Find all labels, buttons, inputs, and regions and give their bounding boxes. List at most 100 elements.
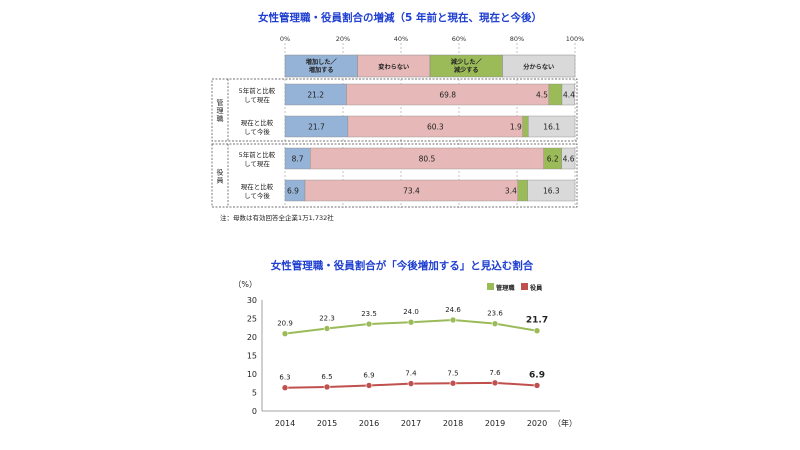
row-label: 5年前と比較して現在 (239, 150, 276, 168)
y-tick-label: 20 (247, 333, 257, 342)
data-label: 6.9 (529, 370, 545, 380)
data-point (533, 327, 541, 335)
data-label: 7.5 (447, 369, 458, 377)
bar-value-label: 6.9 (287, 187, 299, 196)
x-tick-label: 20% (336, 35, 350, 43)
x-axis-unit: （年） (553, 418, 577, 428)
data-point (449, 316, 457, 324)
bar-segment (561, 83, 575, 106)
bar-segment (548, 83, 563, 106)
data-point (491, 379, 499, 387)
bar-value-label: 69.8 (439, 91, 456, 100)
y-tick-label: 15 (247, 352, 257, 361)
data-point (281, 330, 289, 337)
x-tick-label: 2015 (317, 419, 337, 428)
y-tick-label: 5 (252, 389, 257, 398)
x-tick-label: 100% (566, 35, 585, 43)
x-tick-label: 2019 (485, 419, 505, 428)
chart2-axes: （%） 0 5 10 15 20 25 30 2014 2015 2016 2017 2018 2019 2… (233, 280, 577, 428)
x-tick-label: 80% (510, 35, 524, 43)
data-label: 7.4 (405, 370, 417, 378)
chart2-series: 20.9 22.3 23.5 24.0 24.6 23.6 21.7 6.3 6.5 6.9 7.4… (277, 306, 548, 391)
bar-value-label: 8.7 (292, 155, 304, 164)
data-label: 23.5 (361, 310, 377, 318)
bar-segment (527, 179, 576, 202)
data-point (365, 320, 373, 328)
x-tick-label: 2018 (443, 419, 463, 428)
group-name-char: 管 (217, 98, 224, 107)
bar-value-label: 16.3 (543, 187, 560, 196)
x-tick-label: 2020 (527, 419, 547, 428)
legend-swatch (521, 283, 528, 290)
data-point (281, 384, 289, 391)
legend-label: 減少した／減少する (451, 58, 483, 74)
y-tick-label: 30 (247, 296, 257, 305)
bar-segment (528, 115, 576, 138)
data-point (323, 325, 331, 332)
data-point (449, 379, 457, 387)
data-point (407, 380, 415, 387)
group-frame (211, 143, 578, 208)
chart1-title: 女性管理職・役員割合の増減（5 年前と現在、現在と今後） (258, 11, 542, 24)
data-point (365, 382, 373, 389)
chart2-legend: 管理職 役員 (487, 283, 543, 292)
group-name-char: 役 (217, 168, 224, 177)
legend-swatch (502, 54, 576, 78)
y-axis-unit: （%） (233, 280, 257, 289)
group-name-char: 員 (217, 177, 224, 185)
bar-value-label: 6.2 (547, 155, 559, 164)
chart1-legend: 増加した／増加する 変わらない 減少した／減少する 分からない (284, 54, 576, 78)
bar-value-label: 1.9 (510, 123, 522, 132)
row-label: 現在と比較して今後 (241, 182, 274, 200)
data-label: 21.7 (526, 316, 548, 326)
legend-label: 変わらない (378, 63, 409, 71)
chart2-title: 女性管理職・役員割合が「今後増加する」と見込む割合 (271, 259, 534, 272)
y-tick-label: 25 (247, 315, 257, 324)
group-name-char: 理 (217, 107, 224, 115)
x-tick-label: 2016 (359, 419, 379, 428)
data-point (407, 318, 415, 326)
bar-value-label: 4.4 (563, 91, 575, 100)
data-point (323, 383, 331, 391)
legend-label: 分からない (523, 63, 554, 71)
legend-label: 増加した／増加する (306, 58, 338, 74)
bar-value-label: 21.2 (307, 91, 324, 100)
data-label: 7.6 (489, 369, 501, 377)
bar-value-label: 21.7 (308, 123, 325, 132)
data-label: 24.6 (445, 306, 461, 314)
data-label: 6.3 (279, 374, 290, 382)
bar-segment (561, 147, 576, 170)
x-tick-label: 2014 (275, 419, 295, 428)
chart1-x-ticks: 0% 20% 40% 60% 80% 100% (280, 35, 584, 43)
bar-segment (522, 115, 529, 138)
data-label: 6.9 (363, 371, 374, 379)
bar-value-label: 4.5 (536, 91, 548, 100)
chart1-bars: 5年前と比較して現在 21.2 69.8 4.5 4.4 現在と比較して今後 21.7 60.… (239, 83, 576, 202)
legend-label: 管理職 (496, 284, 515, 292)
group-name-char: 職 (217, 114, 224, 123)
data-label: 20.9 (277, 320, 293, 328)
x-tick-label: 0% (280, 35, 290, 43)
bar-value-label: 80.5 (419, 155, 436, 164)
bar-value-label: 60.3 (427, 123, 444, 132)
row-label: 現在と比較して今後 (241, 118, 274, 136)
y-tick-label: 0 (252, 407, 257, 416)
x-tick-label: 60% (452, 35, 466, 43)
legend-swatch (487, 283, 494, 290)
data-point (491, 320, 499, 327)
row-label: 5年前と比較して現在 (239, 86, 276, 104)
data-label: 24.0 (403, 308, 419, 316)
bar-value-label: 73.4 (403, 187, 420, 196)
data-point (533, 382, 541, 389)
bar-segment (517, 179, 528, 202)
bar-value-label: 3.4 (505, 187, 517, 196)
data-label: 6.5 (321, 373, 332, 381)
bar-value-label: 16.1 (543, 123, 560, 132)
y-tick-label: 10 (247, 370, 257, 379)
x-tick-label: 2017 (401, 419, 421, 428)
group-frame (211, 78, 578, 142)
x-tick-label: 40% (394, 35, 408, 43)
data-label: 23.6 (487, 310, 503, 318)
